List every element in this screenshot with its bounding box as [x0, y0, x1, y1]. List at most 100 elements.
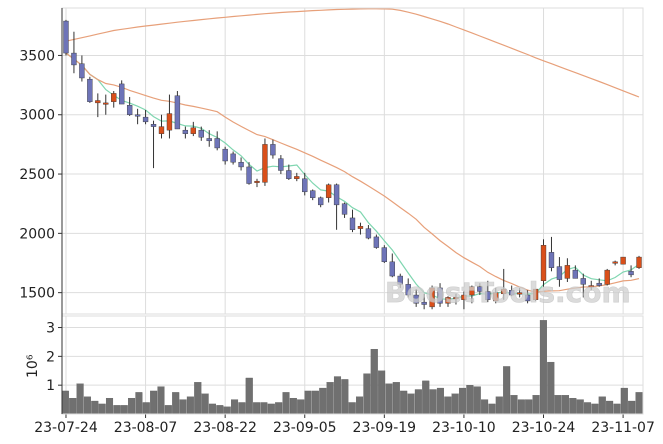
candle-body — [548, 252, 555, 268]
candle-body — [564, 265, 571, 279]
candle-body — [341, 203, 348, 215]
candle-body — [126, 105, 133, 115]
candlesticks — [63, 19, 642, 310]
volume-bar — [267, 403, 275, 415]
volume-bar — [238, 402, 246, 415]
candle-body — [588, 285, 594, 288]
candle-body — [158, 126, 165, 134]
tick-labels: 1500 2000 2500 3000 3500 23-07-24 23-08-07 23-0… — [19, 48, 655, 436]
volume-bar — [444, 396, 452, 415]
candle-body — [317, 197, 324, 206]
candle-body — [310, 190, 316, 198]
candle-body — [119, 83, 125, 105]
candle-body — [230, 153, 236, 163]
volume-bar — [400, 390, 408, 415]
candle-body — [437, 287, 443, 304]
volume-bar — [105, 397, 114, 415]
candle-body — [246, 166, 252, 184]
candle-body — [461, 294, 467, 300]
candle-body — [142, 116, 149, 123]
volume-bar — [319, 387, 327, 415]
volume-bar — [135, 392, 143, 415]
candle-body — [206, 138, 212, 142]
candle-body — [254, 180, 260, 183]
volume-bar — [83, 396, 91, 415]
candle-body — [270, 144, 276, 156]
volume-bar — [297, 399, 305, 415]
volume-bar — [503, 366, 511, 415]
candle-body — [365, 228, 372, 239]
candle-body — [485, 291, 491, 300]
volume-bar — [584, 402, 592, 415]
candle-body — [134, 114, 141, 117]
candle-body — [612, 261, 618, 264]
volume-bar — [172, 392, 180, 415]
volume-bar — [392, 382, 400, 415]
volume-bar — [466, 385, 474, 415]
volume-bar — [128, 397, 136, 415]
candle-body — [71, 52, 77, 66]
volume-bar — [142, 402, 150, 415]
volume-bar — [91, 400, 99, 415]
candle-body — [262, 144, 268, 183]
x-tick-label: 23-09-05 — [273, 420, 337, 436]
volume-bar — [451, 393, 459, 415]
volume-bar — [539, 320, 547, 415]
volume-bar — [223, 406, 231, 415]
price-y-tick-label: 2000 — [19, 226, 55, 242]
volume-bar — [473, 386, 481, 415]
candle-body — [509, 290, 515, 296]
volume-bar — [208, 403, 217, 415]
candle-body — [389, 261, 395, 277]
candle-body — [103, 102, 109, 105]
volume-bar — [458, 387, 467, 415]
candle-body — [397, 275, 403, 285]
volume-bar — [113, 405, 121, 415]
volume-bar — [120, 405, 128, 415]
candle-body — [325, 184, 332, 198]
volume-bar — [76, 383, 84, 415]
candle-body — [373, 236, 380, 248]
volume-bar — [61, 390, 69, 415]
candle-body — [572, 269, 579, 279]
volume-bar — [554, 395, 562, 415]
volume-bar — [157, 386, 165, 415]
volume-bar — [620, 387, 628, 415]
candle-body — [166, 113, 173, 131]
candle-body — [596, 282, 602, 286]
volume-bar — [635, 392, 643, 415]
candle-body — [516, 292, 523, 295]
candle-body — [493, 292, 499, 302]
candle-body — [278, 158, 284, 171]
volume-y-tick-label: 2 — [46, 349, 55, 365]
volume-bar — [628, 400, 636, 415]
x-tick-label: 23-08-07 — [114, 420, 178, 436]
candle-body — [302, 178, 308, 193]
axes — [58, 7, 644, 418]
x-tick-label: 23-08-22 — [193, 420, 257, 436]
volume-bar — [194, 382, 202, 415]
candle-body — [421, 301, 427, 305]
volume-bar — [363, 373, 371, 415]
x-tick-label: 23-07-24 — [34, 420, 98, 436]
volume-y-tick-label: 1 — [46, 378, 55, 394]
candle-body — [182, 129, 189, 134]
candle-body — [111, 93, 117, 102]
volume-bar — [304, 390, 312, 415]
volume-bar — [333, 376, 342, 415]
volume-bar — [569, 397, 577, 415]
x-tick-label: 23-10-24 — [512, 420, 576, 436]
candle-body — [79, 63, 85, 79]
price-y-tick-label: 3500 — [19, 48, 55, 64]
candle-body — [357, 226, 364, 229]
candle-body — [333, 184, 340, 206]
volume-bar — [98, 403, 106, 415]
price-y-tick-label: 2500 — [19, 167, 55, 183]
volume-bar — [186, 396, 194, 415]
watermark: BoostTools.com — [385, 276, 631, 309]
candle-body — [636, 256, 642, 268]
volume-bar — [150, 390, 158, 415]
volume-bar — [356, 396, 364, 415]
volume-bar — [378, 370, 386, 415]
volume-bar — [561, 395, 570, 415]
